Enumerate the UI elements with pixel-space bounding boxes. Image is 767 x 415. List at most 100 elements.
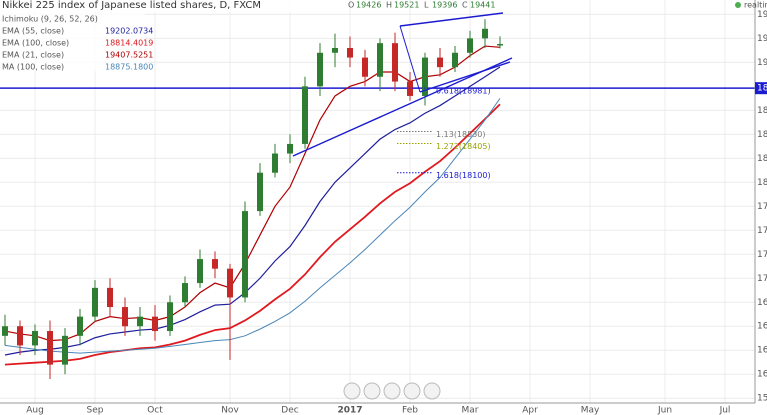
legend-value: 18875.1800 <box>105 63 153 72</box>
candle-body <box>287 143 293 154</box>
ohlc-value: 19441 <box>470 1 495 10</box>
indicator-line <box>4 45 501 342</box>
y-tick-label: 16 <box>757 346 767 356</box>
reset[interactable] <box>383 382 401 400</box>
candle-body <box>377 43 383 77</box>
indicator-line <box>4 103 501 366</box>
ohlc-label: H <box>386 1 392 10</box>
candle-body <box>2 326 8 336</box>
trendline <box>419 61 511 93</box>
trendline <box>399 25 421 93</box>
fib-levels: 0.618(18981) 1.13(18530) 1.272(18405) 1.618… <box>397 87 491 180</box>
candle-body <box>212 259 218 269</box>
scroll-right[interactable] <box>423 382 441 400</box>
ohlc: O 19426 H 19521 L 19396 C 19441 <box>348 1 495 10</box>
ohlc-value: 19396 <box>432 1 457 10</box>
legend-name: MA (100, close) <box>2 63 64 72</box>
y-tick-label: 16 <box>757 298 767 308</box>
y-tick-label: 16 <box>757 322 767 332</box>
x-tick-label: Feb <box>402 406 418 415</box>
candle-body <box>392 43 398 82</box>
y-tick-label: 18 <box>757 106 767 116</box>
indicator-line <box>4 66 501 356</box>
zoom-in[interactable] <box>403 382 421 400</box>
ohlc-value: 19521 <box>394 1 419 10</box>
y-tick-label: 18 <box>757 154 767 164</box>
y-tick-label: 17 <box>757 274 767 284</box>
y-tick-label: 18 <box>757 130 767 140</box>
fib-label: 0.618(18981) <box>436 87 491 96</box>
x-tick-label: Nov <box>221 406 239 415</box>
x-tick-label: 2017 <box>337 406 362 415</box>
candle-body <box>32 331 38 346</box>
status-dot <box>735 2 741 8</box>
ohlc-label: O <box>348 1 354 10</box>
fib-label: 1.618(18100) <box>436 171 491 180</box>
x-tick-label: Sep <box>87 406 104 415</box>
ohlc-label: L <box>424 1 429 10</box>
legend-value: 19202.0734 <box>105 27 153 36</box>
x-tick-label: Jun <box>657 406 672 415</box>
candle-body <box>347 47 353 58</box>
candle-body <box>92 287 98 317</box>
candle-body <box>422 57 428 96</box>
trendline <box>399 12 504 27</box>
candle-body <box>437 57 443 68</box>
candle-body <box>62 335 68 365</box>
legend-bg <box>0 13 145 71</box>
candle-body <box>302 86 308 144</box>
x-tick-label: Aug <box>26 406 44 415</box>
candle-body <box>152 316 158 332</box>
legend: Ichimoku (9, 26, 52, 26) EMA (55, close)… <box>0 13 153 72</box>
candle-body <box>122 307 128 327</box>
trendlines <box>292 12 513 157</box>
candle-body <box>107 287 113 308</box>
y-tick-label: 17 <box>757 202 767 212</box>
y-tick-label: 16 <box>757 370 767 380</box>
candle-body <box>407 81 413 96</box>
x-tick-label: Mar <box>462 406 479 415</box>
header-bg <box>0 0 345 12</box>
indicator-line <box>4 98 501 354</box>
ohlc-value: 19426 <box>356 1 381 10</box>
y-tick-label: 19 <box>757 10 767 20</box>
legend-name: EMA (55, close) <box>2 27 64 36</box>
fib-label: 1.13(18530) <box>436 130 486 139</box>
zoom-controls[interactable] <box>343 382 441 400</box>
candle-body <box>332 47 338 53</box>
candle-body <box>482 28 488 39</box>
candle-body <box>242 211 248 298</box>
candle-body <box>77 316 83 336</box>
x-tick-label: Jul <box>719 406 731 415</box>
scroll-left[interactable] <box>343 382 361 400</box>
candle-body <box>272 153 278 173</box>
chart-title: Nikkei 225 index of Japanese listed shar… <box>2 0 261 11</box>
fib-label: 1.272(18405) <box>436 142 491 151</box>
price-label-bg <box>755 82 767 95</box>
x-tick-label: Apr <box>522 406 538 415</box>
y-tick-label: 19 <box>757 34 767 44</box>
indicator-lines <box>0 45 755 366</box>
x-tick-label: Oct <box>147 406 163 415</box>
candle-body <box>17 326 23 346</box>
legend-name: EMA (21, close) <box>2 51 64 60</box>
candle-body <box>452 52 458 68</box>
legend-name: EMA (100, close) <box>2 39 69 48</box>
candle-body <box>182 283 188 303</box>
candle-body <box>137 316 143 327</box>
candle-body <box>167 302 173 332</box>
candles <box>2 19 503 380</box>
legend-value: 18814.4019 <box>105 39 153 48</box>
ohlc-label: C <box>462 1 468 10</box>
candle-body <box>497 44 503 46</box>
legend-value: 19407.5251 <box>105 51 153 60</box>
candle-body <box>467 38 473 53</box>
candle-body <box>197 259 203 284</box>
candle-body <box>362 57 368 77</box>
study-name: Ichimoku (9, 26, 52, 26) <box>2 15 98 24</box>
zoom-out[interactable] <box>363 382 381 400</box>
trendline <box>292 57 513 157</box>
